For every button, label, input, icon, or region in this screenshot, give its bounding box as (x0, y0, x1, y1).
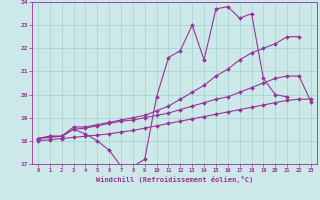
X-axis label: Windchill (Refroidissement éolien,°C): Windchill (Refroidissement éolien,°C) (96, 176, 253, 183)
